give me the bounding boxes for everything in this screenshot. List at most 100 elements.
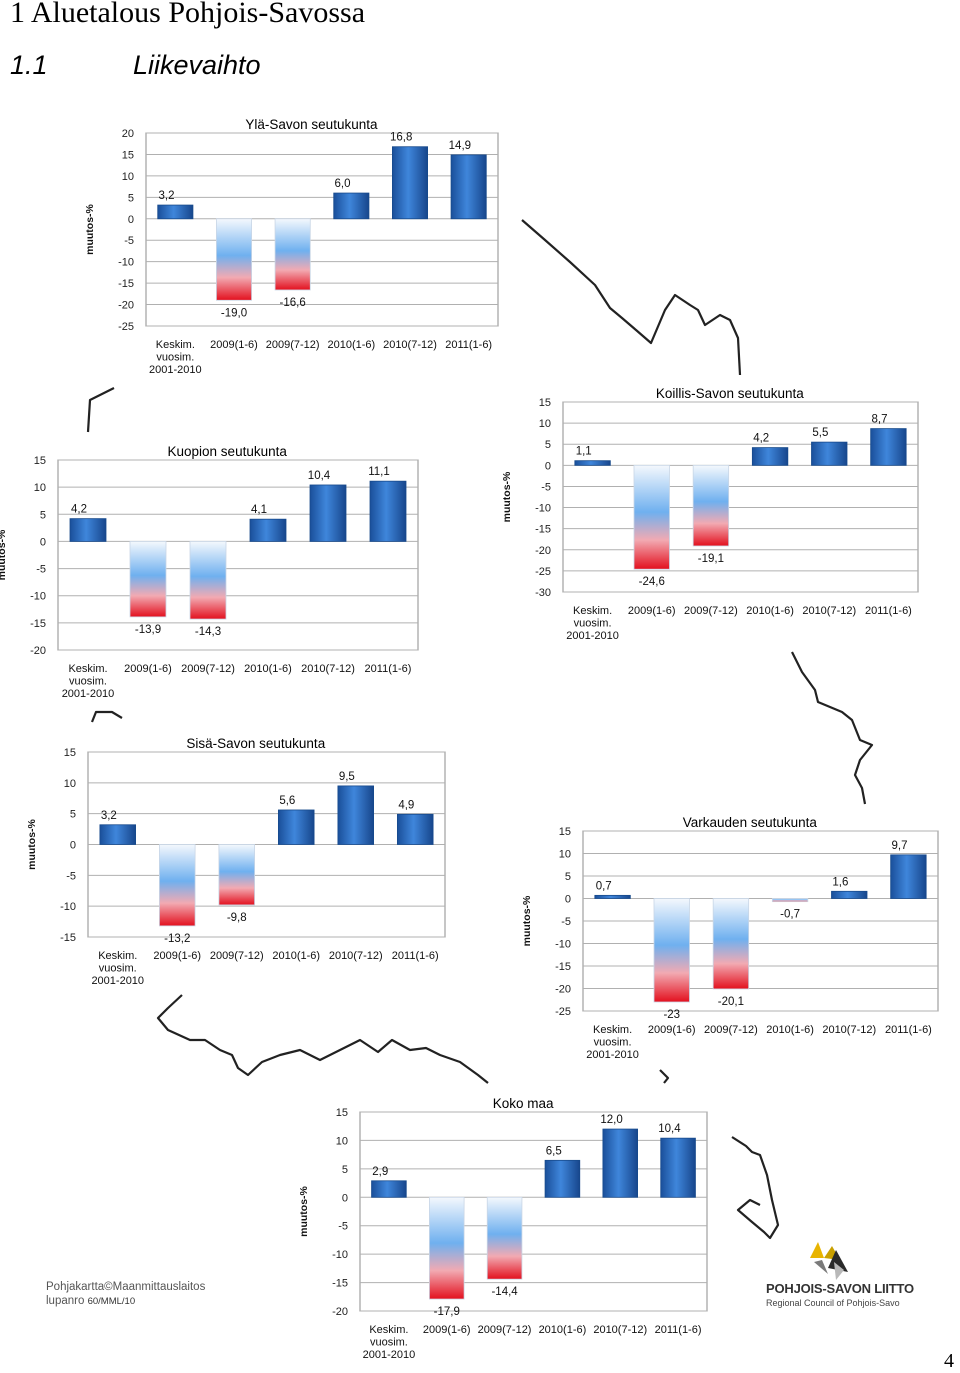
- map-border-segment: [521, 219, 742, 376]
- data-label: -13,2: [164, 933, 190, 945]
- plot-area: [359, 1111, 708, 1312]
- y-tick-label: 10: [336, 1135, 348, 1147]
- data-label: 3,2: [159, 190, 175, 202]
- map-border-segment: [156, 994, 489, 1084]
- y-tick-label: 10: [539, 418, 551, 430]
- chart-varkaus: Varkauden seutukunta 15 10 5 0 -5 -10 -15 -20 -25…: [521, 815, 939, 1061]
- y-tick-label: -5: [541, 481, 551, 493]
- y-tick-label: 10: [559, 849, 571, 861]
- x-tick-label: vuosim.: [69, 676, 107, 688]
- y-tick-label: 15: [539, 397, 551, 409]
- x-tick-label: 2010(7-12): [822, 1024, 876, 1036]
- y-axis-label: muutos-%: [26, 818, 38, 869]
- y-axis-label: muutos-%: [501, 471, 513, 522]
- bar: [653, 898, 690, 1003]
- bar: [870, 428, 907, 466]
- y-tick-label: 15: [559, 826, 571, 838]
- y-tick-label: -10: [118, 257, 134, 269]
- bar: [129, 541, 167, 618]
- y-tick-label: 15: [34, 455, 46, 467]
- x-tick-label: 2010(1-6): [244, 663, 292, 675]
- y-tick-label: -20: [118, 300, 134, 312]
- x-tick-label: 2010(1-6): [746, 605, 794, 617]
- map-border-segment: [90, 710, 123, 723]
- x-tick-label: 2010(7-12): [383, 339, 437, 351]
- y-tick-label: -15: [555, 961, 571, 973]
- x-tick-label: 2009(1-6): [628, 605, 676, 617]
- bar: [371, 1180, 407, 1198]
- bar: [660, 1137, 696, 1198]
- map-border-segment: [791, 651, 874, 805]
- logo-subtitle: Regional Council of Pohjois-Savo: [766, 1298, 900, 1308]
- y-tick-label: 0: [565, 894, 571, 906]
- x-tick-label: 2010(7-12): [301, 663, 355, 675]
- bar: [831, 890, 868, 899]
- x-tick-label: 2011(1-6): [655, 1324, 702, 1336]
- data-label: -23: [663, 1009, 680, 1021]
- x-tick-label: 2011(1-6): [365, 663, 412, 675]
- y-tick-label: -25: [118, 321, 134, 333]
- y-tick-label: -5: [66, 870, 76, 882]
- x-tick-label: 2011(1-6): [392, 950, 439, 962]
- y-tick-label: -20: [30, 645, 46, 657]
- chart-yla-savo: Ylä-Savon seutukunta 20 15 10 5 0 -5 -10 -15 -20 -…: [84, 117, 499, 376]
- y-tick-label: -25: [555, 1006, 571, 1018]
- bar: [811, 441, 848, 466]
- data-label: 8,7: [872, 414, 888, 426]
- data-label: -13,9: [135, 624, 161, 636]
- y-tick-label: -30: [535, 587, 551, 599]
- x-tick-label: 2001-2010: [566, 630, 619, 642]
- data-label: 6,0: [335, 178, 351, 190]
- y-tick-label: -10: [60, 901, 76, 913]
- y-tick-label: -10: [555, 939, 571, 951]
- page-number: 4: [944, 1350, 954, 1372]
- plot-area: [57, 459, 419, 651]
- bar: [771, 898, 809, 903]
- x-tick-label: 2009(1-6): [153, 950, 201, 962]
- x-tick-label: 2010(1-6): [766, 1024, 814, 1036]
- x-tick-label: Keskim.: [369, 1324, 408, 1336]
- y-tick-label: 0: [342, 1192, 348, 1204]
- bar: [274, 218, 311, 291]
- x-tick-label: Keskim.: [593, 1024, 632, 1036]
- bar: [158, 844, 196, 927]
- map-border-segment: [86, 387, 115, 433]
- x-tick-label: 2001-2010: [363, 1349, 416, 1361]
- y-axis-label: muutos-%: [84, 203, 96, 254]
- x-tick-label: 2009(7-12): [478, 1324, 532, 1336]
- bar: [450, 154, 487, 220]
- y-tick-label: 10: [122, 171, 134, 183]
- x-tick-label: Keskim.: [68, 663, 107, 675]
- chart-title: Koillis-Savon seutukunta: [656, 386, 804, 401]
- y-axis-label: muutos-%: [0, 529, 8, 580]
- data-label: 10,4: [308, 470, 331, 482]
- y-tick-label: -5: [36, 564, 46, 576]
- data-label: 3,2: [101, 810, 117, 822]
- section-title: Liikevaihto: [133, 50, 261, 80]
- chart-title: Koko maa: [493, 1096, 554, 1111]
- chart-title: Ylä-Savon seutukunta: [245, 117, 378, 132]
- y-tick-label: 15: [64, 747, 76, 759]
- map-border-segment: [731, 1136, 780, 1240]
- x-tick-label: 2010(1-6): [327, 339, 375, 351]
- bar: [574, 460, 611, 466]
- y-tick-label: -10: [332, 1249, 348, 1261]
- bar: [692, 464, 730, 547]
- x-tick-label: 2009(1-6): [124, 663, 172, 675]
- data-label: 10,4: [658, 1123, 681, 1135]
- bar: [189, 541, 227, 620]
- data-label: 0,7: [596, 880, 612, 892]
- x-tick-label: 2009(7-12): [684, 605, 738, 617]
- chart-title: Sisä-Savon seutukunta: [186, 736, 325, 751]
- x-tick-label: vuosim.: [99, 963, 137, 975]
- data-label: 12,0: [600, 1114, 622, 1126]
- bar: [309, 484, 347, 542]
- chart-title: Kuopion seutukunta: [168, 444, 288, 459]
- chart-koko-maa: Koko maa 15 10 5 0 -5 -10 -15 -20 muutos-% 2,9 Kesk…: [298, 1096, 708, 1361]
- map-credit-license-label: lupanro: [46, 1295, 85, 1307]
- y-tick-label: -5: [124, 235, 134, 247]
- page-heading: 1 Aluetalous Pohjois-Savossa: [10, 0, 366, 29]
- y-tick-label: 5: [565, 871, 571, 883]
- pohjois-savon-liitto-logo-icon: [810, 1242, 848, 1280]
- data-label: 11,1: [368, 466, 390, 478]
